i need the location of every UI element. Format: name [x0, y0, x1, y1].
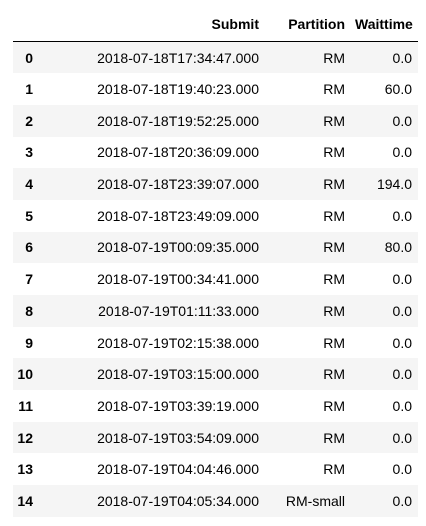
waittime-cell: 0.0: [392, 397, 412, 414]
row-index: 1: [25, 81, 33, 98]
row-index: 6: [25, 239, 33, 256]
table-row: 0 2018-07-18T17:34:47.000 RM 0.0: [13, 41, 418, 74]
table-body: 0 2018-07-18T17:34:47.000 RM 0.0 1 2018-07-18…: [13, 41, 418, 517]
waittime-cell: 0.0: [392, 302, 412, 319]
waittime-cell: 0.0: [392, 144, 412, 161]
row-index: 8: [25, 302, 33, 319]
row-index: 13: [17, 461, 33, 478]
waittime-cell: 0.0: [392, 334, 412, 351]
header-row: Submit Partition Waittime: [13, 7, 418, 42]
waittime-cell: 0.0: [392, 49, 412, 66]
table-row: 11 2018-07-19T03:39:19.000 RM 0.0: [13, 390, 418, 422]
partition-cell: RM: [323, 207, 345, 224]
partition-cell: RM: [323, 461, 345, 478]
submit-cell: 2018-07-19T02:15:38.000: [97, 334, 259, 351]
submit-cell: 2018-07-19T00:34:41.000: [97, 271, 259, 288]
waittime-cell: 80.0: [384, 239, 412, 256]
partition-cell: RM-small: [285, 492, 345, 509]
waittime-cell: 0.0: [392, 461, 412, 478]
table-row: 14 2018-07-19T04:05:34.000 RM-small 0.0: [13, 485, 418, 517]
waittime-cell: 0.0: [392, 271, 412, 288]
row-index: 7: [25, 271, 33, 288]
submit-cell: 2018-07-19T00:09:35.000: [97, 239, 259, 256]
submit-cell: 2018-07-19T03:54:09.000: [97, 429, 259, 446]
submit-cell: 2018-07-19T03:15:00.000: [97, 366, 259, 383]
partition-cell: RM: [323, 366, 345, 383]
table-row: 8 2018-07-19T01:11:33.000 RM 0.0: [13, 295, 418, 327]
table-row: 3 2018-07-18T20:36:09.000 RM 0.0: [13, 136, 418, 169]
row-index: 11: [18, 397, 33, 414]
row-index: 4: [25, 176, 33, 193]
waittime-cell: 0.0: [392, 492, 412, 509]
partition-cell: RM: [323, 239, 345, 256]
submit-cell: 2018-07-19T01:11:33.000: [98, 302, 259, 319]
row-index: 10: [17, 366, 33, 383]
partition-cell: RM: [323, 176, 345, 193]
partition-cell: RM: [323, 302, 345, 319]
table-row: 5 2018-07-18T23:49:09.000 RM 0.0: [13, 199, 418, 232]
table-row: 1 2018-07-18T19:40:23.000 RM 60.0: [13, 73, 418, 105]
submit-cell: 2018-07-19T03:39:19.000: [97, 397, 259, 414]
table-row: 13 2018-07-19T04:04:46.000 RM 0.0: [13, 453, 418, 486]
submit-cell: 2018-07-18T20:36:09.000: [97, 144, 259, 161]
partition-cell: RM: [323, 81, 345, 98]
waittime-cell: 0.0: [392, 429, 412, 446]
row-index: 12: [17, 429, 33, 446]
table-row: 6 2018-07-19T00:09:35.000 RM 80.0: [13, 231, 418, 264]
row-index: 5: [25, 207, 33, 224]
partition-cell: RM: [323, 397, 345, 414]
table-row: 9 2018-07-19T02:15:38.000 RM 0.0: [13, 326, 418, 359]
table-row: 4 2018-07-18T23:39:07.000 RM 194.0: [13, 168, 418, 200]
table-header: Submit Partition Waittime: [13, 7, 418, 42]
partition-column-header: Partition: [265, 7, 351, 42]
partition-cell: RM: [323, 144, 345, 161]
waittime-cell: 0.0: [392, 207, 412, 224]
row-index: 2: [25, 112, 33, 129]
row-index: 0: [25, 49, 33, 66]
submit-cell: 2018-07-19T04:05:34.000: [97, 492, 259, 509]
partition-cell: RM: [323, 429, 345, 446]
row-index: 14: [17, 492, 33, 509]
waittime-cell: 194.0: [376, 176, 412, 193]
waittime-column-header: Waittime: [351, 7, 418, 42]
table-row: 7 2018-07-19T00:34:41.000 RM 0.0: [13, 263, 418, 295]
dataframe-table: Submit Partition Waittime 0 2018-07-18T17…: [13, 7, 418, 517]
submit-cell: 2018-07-18T23:39:07.000: [97, 176, 259, 193]
table-row: 12 2018-07-19T03:54:09.000 RM 0.0: [13, 421, 418, 454]
submit-cell: 2018-07-18T17:34:47.000: [97, 49, 259, 66]
partition-cell: RM: [323, 334, 345, 351]
index-column-header: [13, 7, 47, 42]
row-index: 9: [25, 334, 33, 351]
table-row: 2 2018-07-18T19:52:25.000 RM 0.0: [13, 104, 418, 137]
waittime-cell: 0.0: [392, 112, 412, 129]
waittime-cell: 0.0: [392, 366, 412, 383]
submit-cell: 2018-07-18T19:52:25.000: [97, 112, 259, 129]
submit-cell: 2018-07-18T19:40:23.000: [97, 81, 259, 98]
partition-cell: RM: [323, 112, 345, 129]
submit-cell: 2018-07-18T23:49:09.000: [97, 207, 259, 224]
table-row: 10 2018-07-19T03:15:00.000 RM 0.0: [13, 358, 418, 391]
waittime-cell: 60.0: [384, 81, 412, 98]
submit-column-header: Submit: [47, 7, 265, 42]
partition-cell: RM: [323, 271, 345, 288]
submit-cell: 2018-07-19T04:04:46.000: [97, 461, 259, 478]
row-index: 3: [25, 144, 33, 161]
partition-cell: RM: [323, 49, 345, 66]
